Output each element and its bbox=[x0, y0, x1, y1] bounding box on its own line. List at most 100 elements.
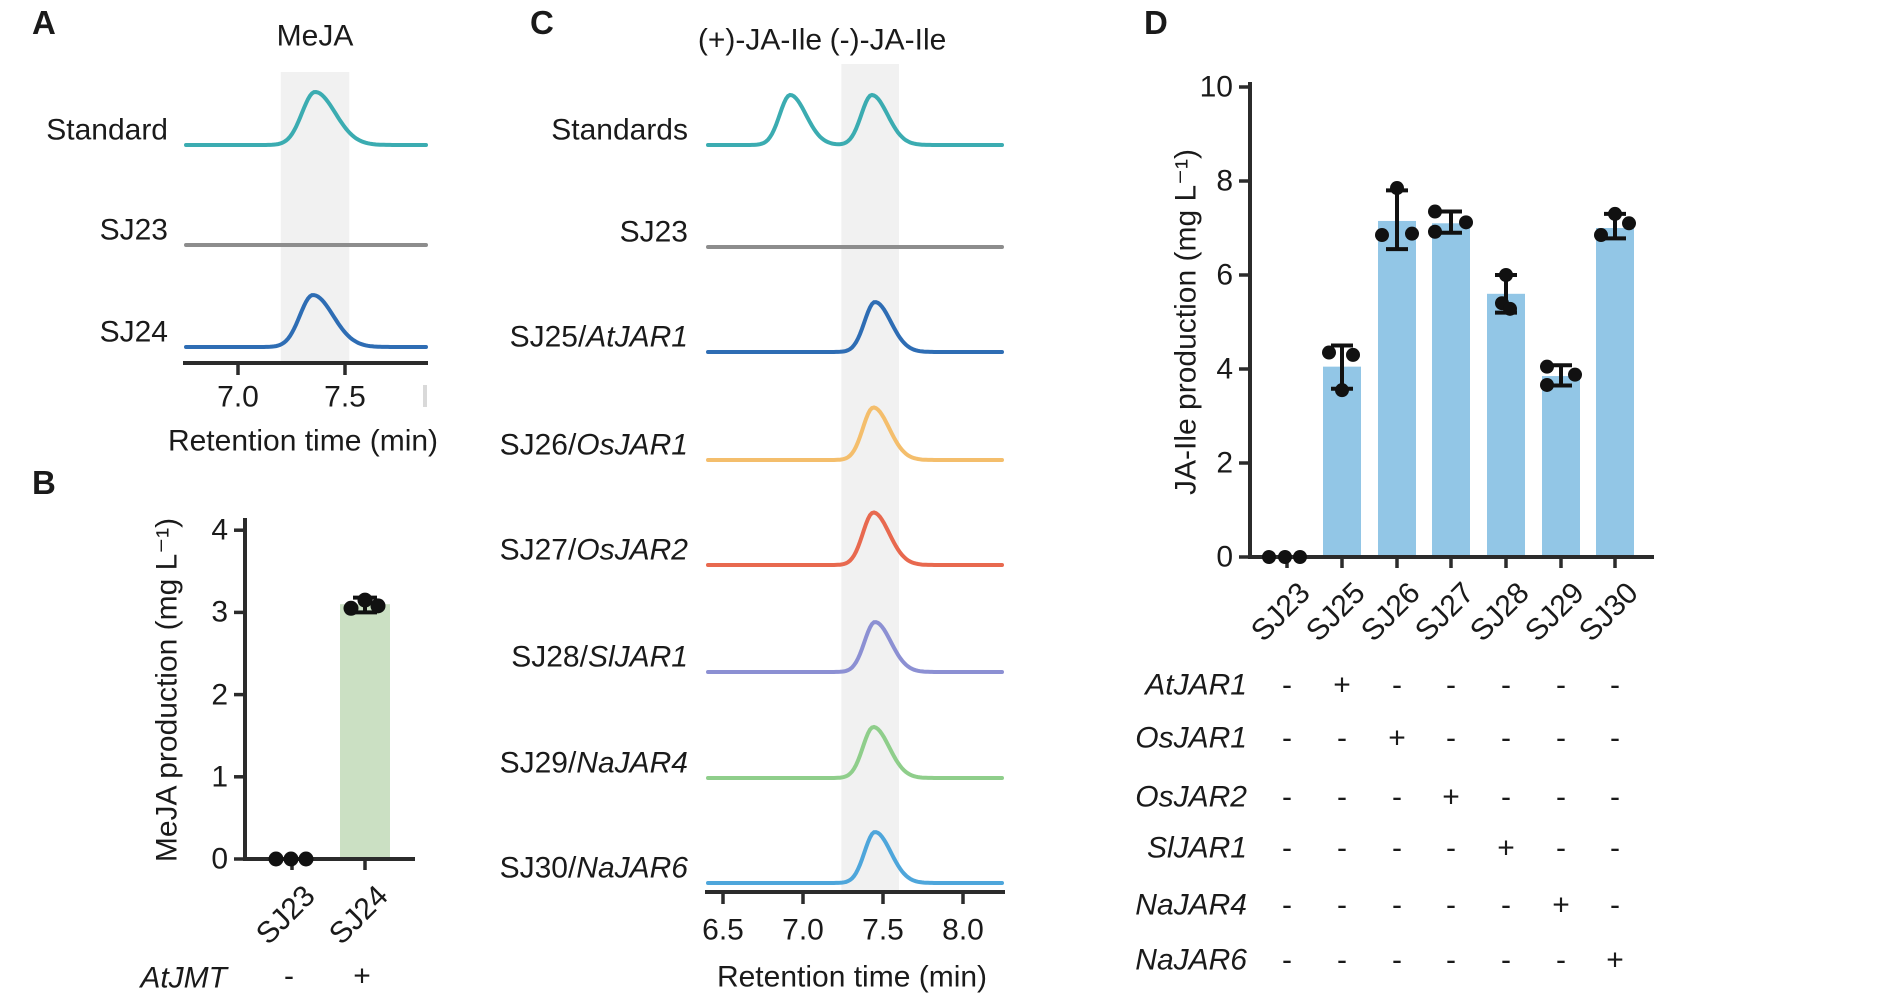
panel-b-letter: B bbox=[32, 464, 56, 501]
chromatogram-trace bbox=[184, 293, 428, 349]
panel-c-title-minus: (-)-JA-Ile bbox=[829, 23, 947, 57]
data-point bbox=[1346, 347, 1360, 362]
matrix-cell: - bbox=[1556, 721, 1566, 755]
panel-a-xlabel: Retention time (min) bbox=[167, 424, 439, 458]
trace-label: SJ26/OsJAR1 bbox=[499, 428, 688, 462]
data-point bbox=[1608, 206, 1622, 221]
data-point bbox=[1540, 377, 1554, 392]
condition-value: + bbox=[353, 959, 371, 993]
x-tick-label: 8.0 bbox=[942, 913, 984, 947]
matrix-cell: - bbox=[1337, 780, 1347, 814]
y-tick-label: 4 bbox=[211, 513, 228, 547]
x-category-label: SJ23 bbox=[249, 879, 322, 951]
matrix-cell: - bbox=[1392, 780, 1402, 814]
data-point bbox=[298, 851, 314, 867]
trace-label: SJ28/SlJAR1 bbox=[511, 640, 688, 674]
panel-c-xlabel: Retention time (min) bbox=[716, 960, 988, 994]
data-point bbox=[1390, 181, 1404, 196]
matrix-cell: - bbox=[1610, 668, 1620, 702]
data-point bbox=[357, 592, 373, 608]
matrix-cell: - bbox=[1556, 668, 1566, 702]
panel-a-title: MeJA bbox=[276, 19, 354, 53]
x-tick-label: 7.0 bbox=[782, 913, 824, 947]
trace-label: SJ30/NaJAR6 bbox=[499, 851, 688, 885]
matrix-cell: - bbox=[1392, 668, 1402, 702]
data-point bbox=[1622, 216, 1636, 231]
matrix-cell: + bbox=[1388, 721, 1406, 755]
data-point bbox=[283, 851, 299, 867]
data-point bbox=[1262, 550, 1276, 564]
panel-a-letter: A bbox=[32, 4, 56, 41]
data-point bbox=[1293, 550, 1307, 564]
x-category-label: SJ27 bbox=[1408, 576, 1481, 648]
matrix-cell: - bbox=[1282, 943, 1292, 977]
y-tick-label: 3 bbox=[211, 595, 228, 629]
x-category-label: SJ24 bbox=[322, 879, 395, 951]
matrix-gene-label: OsJAR1 bbox=[1135, 721, 1247, 755]
chromatogram-trace bbox=[184, 89, 428, 147]
data-point bbox=[1428, 224, 1442, 239]
x-tick-label: 7.0 bbox=[217, 380, 259, 414]
panel-b-ylabel: MeJA production (mg L⁻¹) bbox=[150, 517, 184, 863]
matrix-cell: - bbox=[1282, 668, 1292, 702]
matrix-gene-label: NaJAR4 bbox=[1135, 888, 1247, 922]
matrix-gene-label: SlJAR1 bbox=[1146, 831, 1247, 865]
matrix-cell: - bbox=[1446, 668, 1456, 702]
matrix-cell: + bbox=[1552, 888, 1570, 922]
data-point bbox=[1278, 550, 1292, 564]
matrix-gene-label: NaJAR6 bbox=[1135, 943, 1247, 977]
matrix-cell: - bbox=[1282, 721, 1292, 755]
matrix-cell: - bbox=[1556, 943, 1566, 977]
matrix-cell: - bbox=[1610, 780, 1620, 814]
matrix-cell: - bbox=[1610, 831, 1620, 865]
data-point bbox=[1322, 345, 1336, 360]
y-tick-label: 1 bbox=[211, 760, 228, 794]
matrix-cell: + bbox=[1333, 668, 1351, 702]
matrix-cell: - bbox=[1337, 721, 1347, 755]
y-tick-label: 6 bbox=[1216, 258, 1233, 292]
data-point bbox=[1375, 228, 1389, 243]
matrix-cell: - bbox=[1501, 668, 1511, 702]
x-category-label: SJ28 bbox=[1463, 576, 1536, 648]
panel-b-condition-label: AtJMT bbox=[140, 961, 227, 995]
x-category-label: SJ29 bbox=[1518, 576, 1591, 648]
bar bbox=[1487, 293, 1525, 557]
matrix-cell: - bbox=[1446, 888, 1456, 922]
clipped-tick-remnant bbox=[423, 385, 427, 407]
matrix-gene-label: OsJAR2 bbox=[1135, 780, 1247, 814]
matrix-cell: - bbox=[1282, 888, 1292, 922]
matrix-cell: - bbox=[1392, 831, 1402, 865]
trace-label: SJ29/NaJAR4 bbox=[499, 746, 688, 780]
trace-label: SJ23 bbox=[99, 213, 168, 247]
data-point bbox=[1459, 215, 1473, 230]
matrix-cell: - bbox=[1501, 780, 1511, 814]
matrix-cell: - bbox=[1392, 888, 1402, 922]
matrix-cell: + bbox=[1606, 943, 1624, 977]
bar bbox=[340, 604, 390, 859]
x-category-label: SJ30 bbox=[1572, 576, 1645, 648]
chromatogram-trace bbox=[706, 510, 1004, 567]
matrix-cell: - bbox=[1337, 943, 1347, 977]
bar bbox=[1542, 376, 1580, 557]
data-point bbox=[1335, 383, 1349, 398]
y-tick-label: 2 bbox=[1216, 446, 1233, 480]
matrix-cell: - bbox=[1501, 888, 1511, 922]
condition-value: - bbox=[284, 959, 294, 993]
matrix-cell: - bbox=[1337, 831, 1347, 865]
data-point bbox=[1428, 204, 1442, 219]
data-point bbox=[1568, 367, 1582, 382]
panel-c-title-plus: (+)-JA-Ile bbox=[697, 23, 823, 57]
data-point bbox=[343, 600, 359, 616]
matrix-cell: - bbox=[1501, 943, 1511, 977]
y-tick-label: 2 bbox=[211, 677, 228, 711]
matrix-cell: - bbox=[1501, 721, 1511, 755]
trace-label: Standard bbox=[46, 113, 168, 147]
matrix-cell: - bbox=[1282, 831, 1292, 865]
panel-c-letter: C bbox=[530, 4, 554, 41]
matrix-cell: - bbox=[1446, 721, 1456, 755]
data-point bbox=[268, 851, 284, 867]
x-category-label: SJ23 bbox=[1244, 576, 1317, 648]
